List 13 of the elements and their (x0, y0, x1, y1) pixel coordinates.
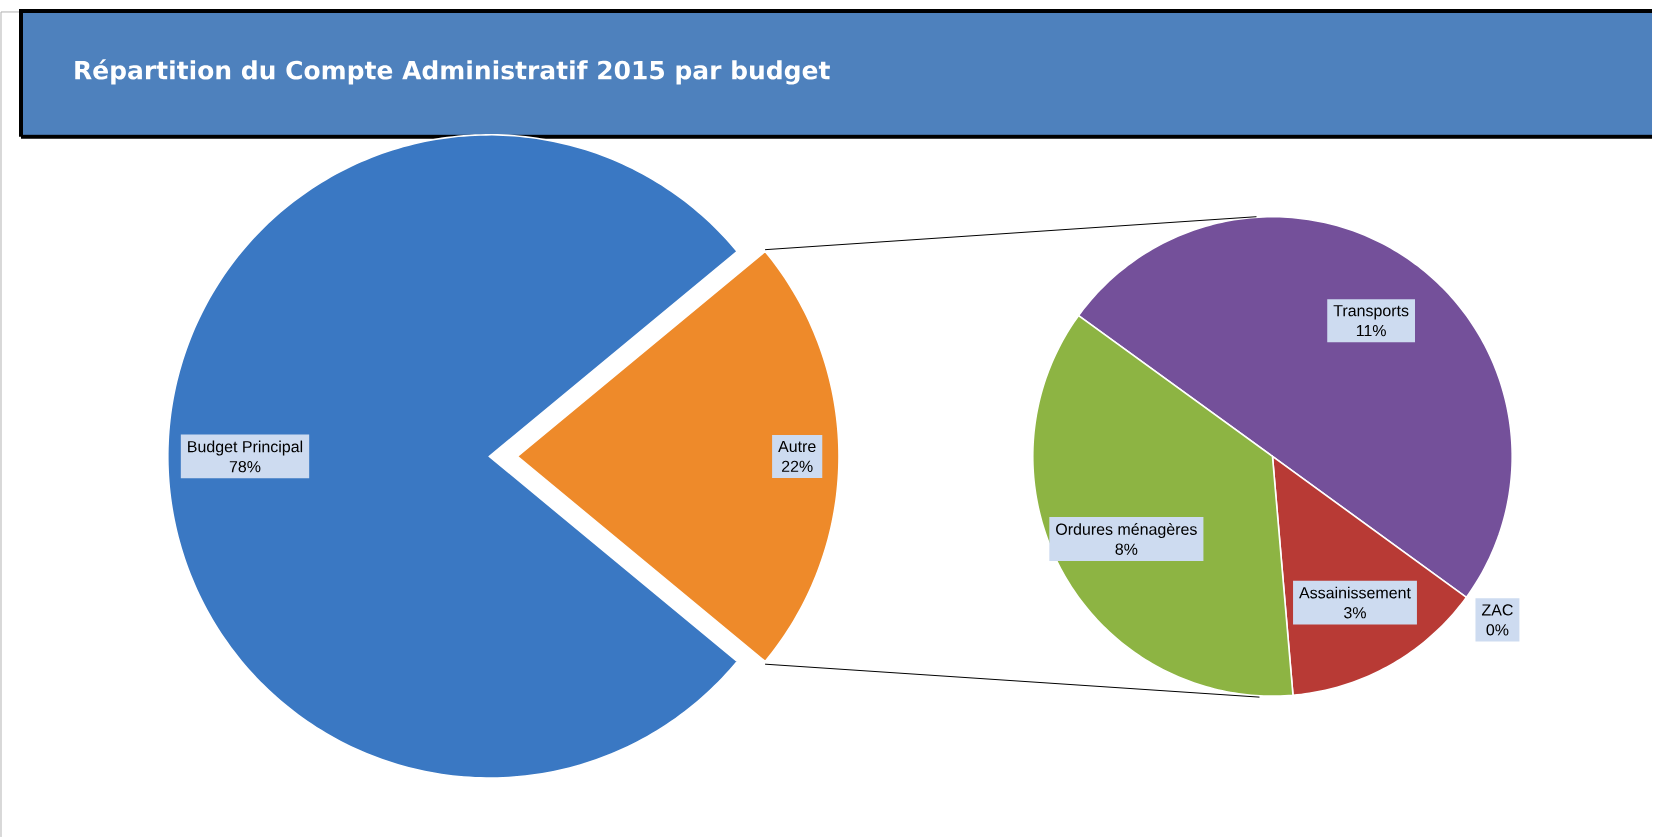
data-label: 22% (782, 460, 813, 472)
slice-label: Assainissement (1299, 586, 1411, 599)
slice-label: Transports (1333, 304, 1409, 320)
chart-title: Répartition du Compte Administratif 2015 par budget (75, 58, 830, 85)
data-label: 3% (1344, 606, 1366, 619)
text: 0% (1486, 623, 1509, 636)
data-label: 8% (1115, 543, 1138, 555)
data-label: 11% (1356, 324, 1386, 336)
slice-label: Autre (778, 440, 816, 452)
slice-label: Ordures ménagères (1056, 522, 1197, 538)
data-label: 78% (229, 460, 261, 473)
category-label: ZAC (1481, 604, 1513, 616)
slice-label: Budget Principal (188, 440, 303, 456)
